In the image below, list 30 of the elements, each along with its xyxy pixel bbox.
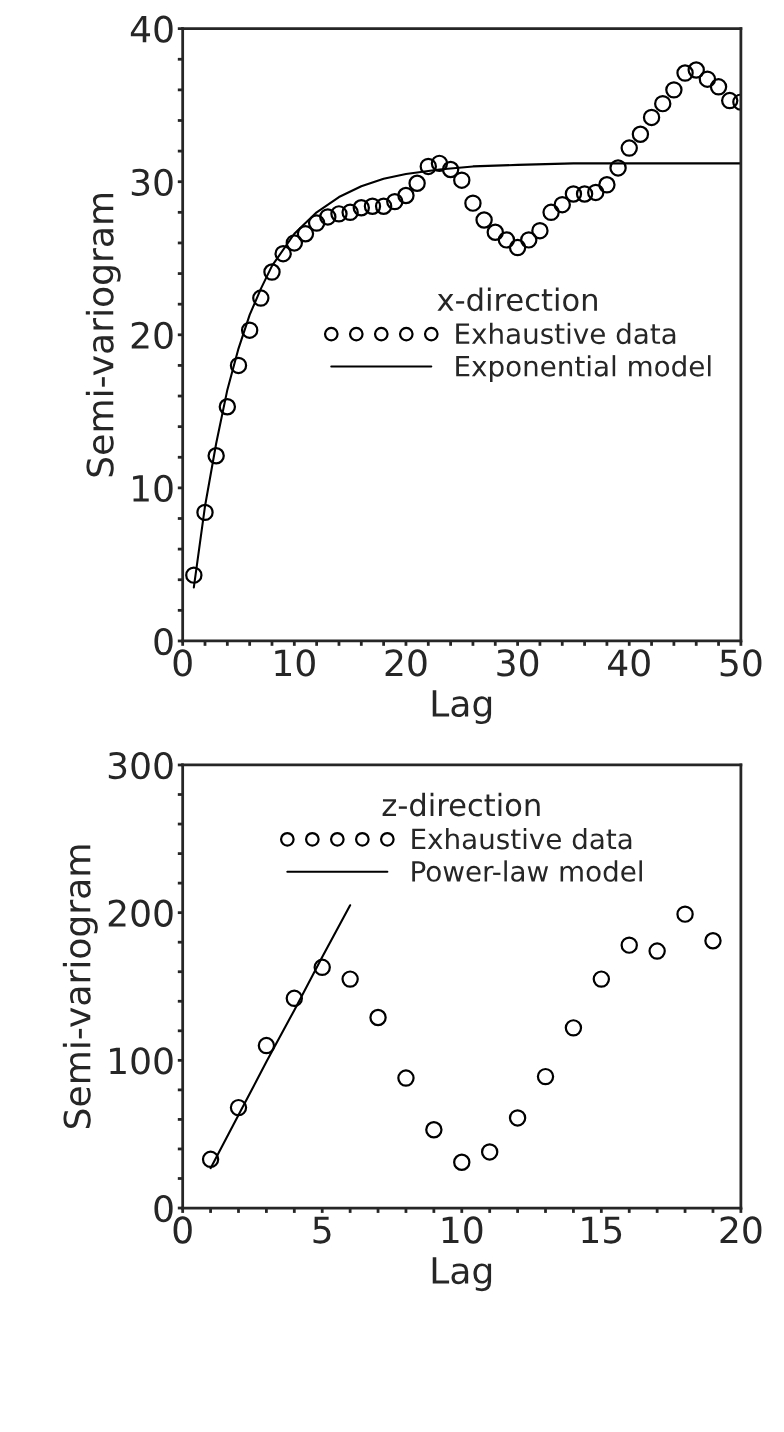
legend-label: Exponential model bbox=[456, 355, 711, 383]
legend-label: Power-law model bbox=[412, 860, 642, 882]
x-axis-title: Lag bbox=[432, 690, 492, 725]
x-tick-label: 30 bbox=[497, 649, 539, 677]
x-tick-label: 5 bbox=[313, 1216, 331, 1244]
y-tick-label: 300 bbox=[108, 751, 173, 780]
y-tick-label: 10 bbox=[133, 474, 173, 503]
y-axis-title: Semi-variogram bbox=[85, 193, 121, 477]
y-tick-label: 0 bbox=[154, 627, 173, 656]
x-tick-label: 20 bbox=[385, 649, 427, 677]
legend-label: Exhaustive data bbox=[456, 322, 676, 345]
y-tick-label: 100 bbox=[110, 1047, 173, 1075]
x-tick-label: 10 bbox=[442, 1216, 483, 1244]
x-axis-title: Lag bbox=[432, 1257, 492, 1292]
y-tick-label: 40 bbox=[130, 15, 173, 43]
y-axis-title: Semi-variogram bbox=[62, 845, 98, 1129]
y-tick-label: 0 bbox=[154, 1194, 173, 1223]
x-tick-label: 0 bbox=[173, 649, 192, 677]
x-tick-label: 40 bbox=[608, 649, 650, 677]
y-tick-label: 20 bbox=[131, 321, 173, 350]
x-tick-label: 15 bbox=[582, 1216, 622, 1244]
x-tick-label: 10 bbox=[275, 649, 315, 677]
legend-label: Exhaustive data bbox=[412, 827, 632, 850]
legend-title: x-direction bbox=[437, 287, 597, 312]
y-tick-label: 30 bbox=[131, 168, 173, 196]
x-tick-label: 20 bbox=[720, 1216, 762, 1244]
legend-title: z-direction bbox=[382, 792, 540, 817]
x-tick-label: 50 bbox=[720, 649, 762, 677]
y-tick-label: 200 bbox=[108, 899, 173, 927]
x-tick-label: 0 bbox=[173, 1216, 192, 1244]
